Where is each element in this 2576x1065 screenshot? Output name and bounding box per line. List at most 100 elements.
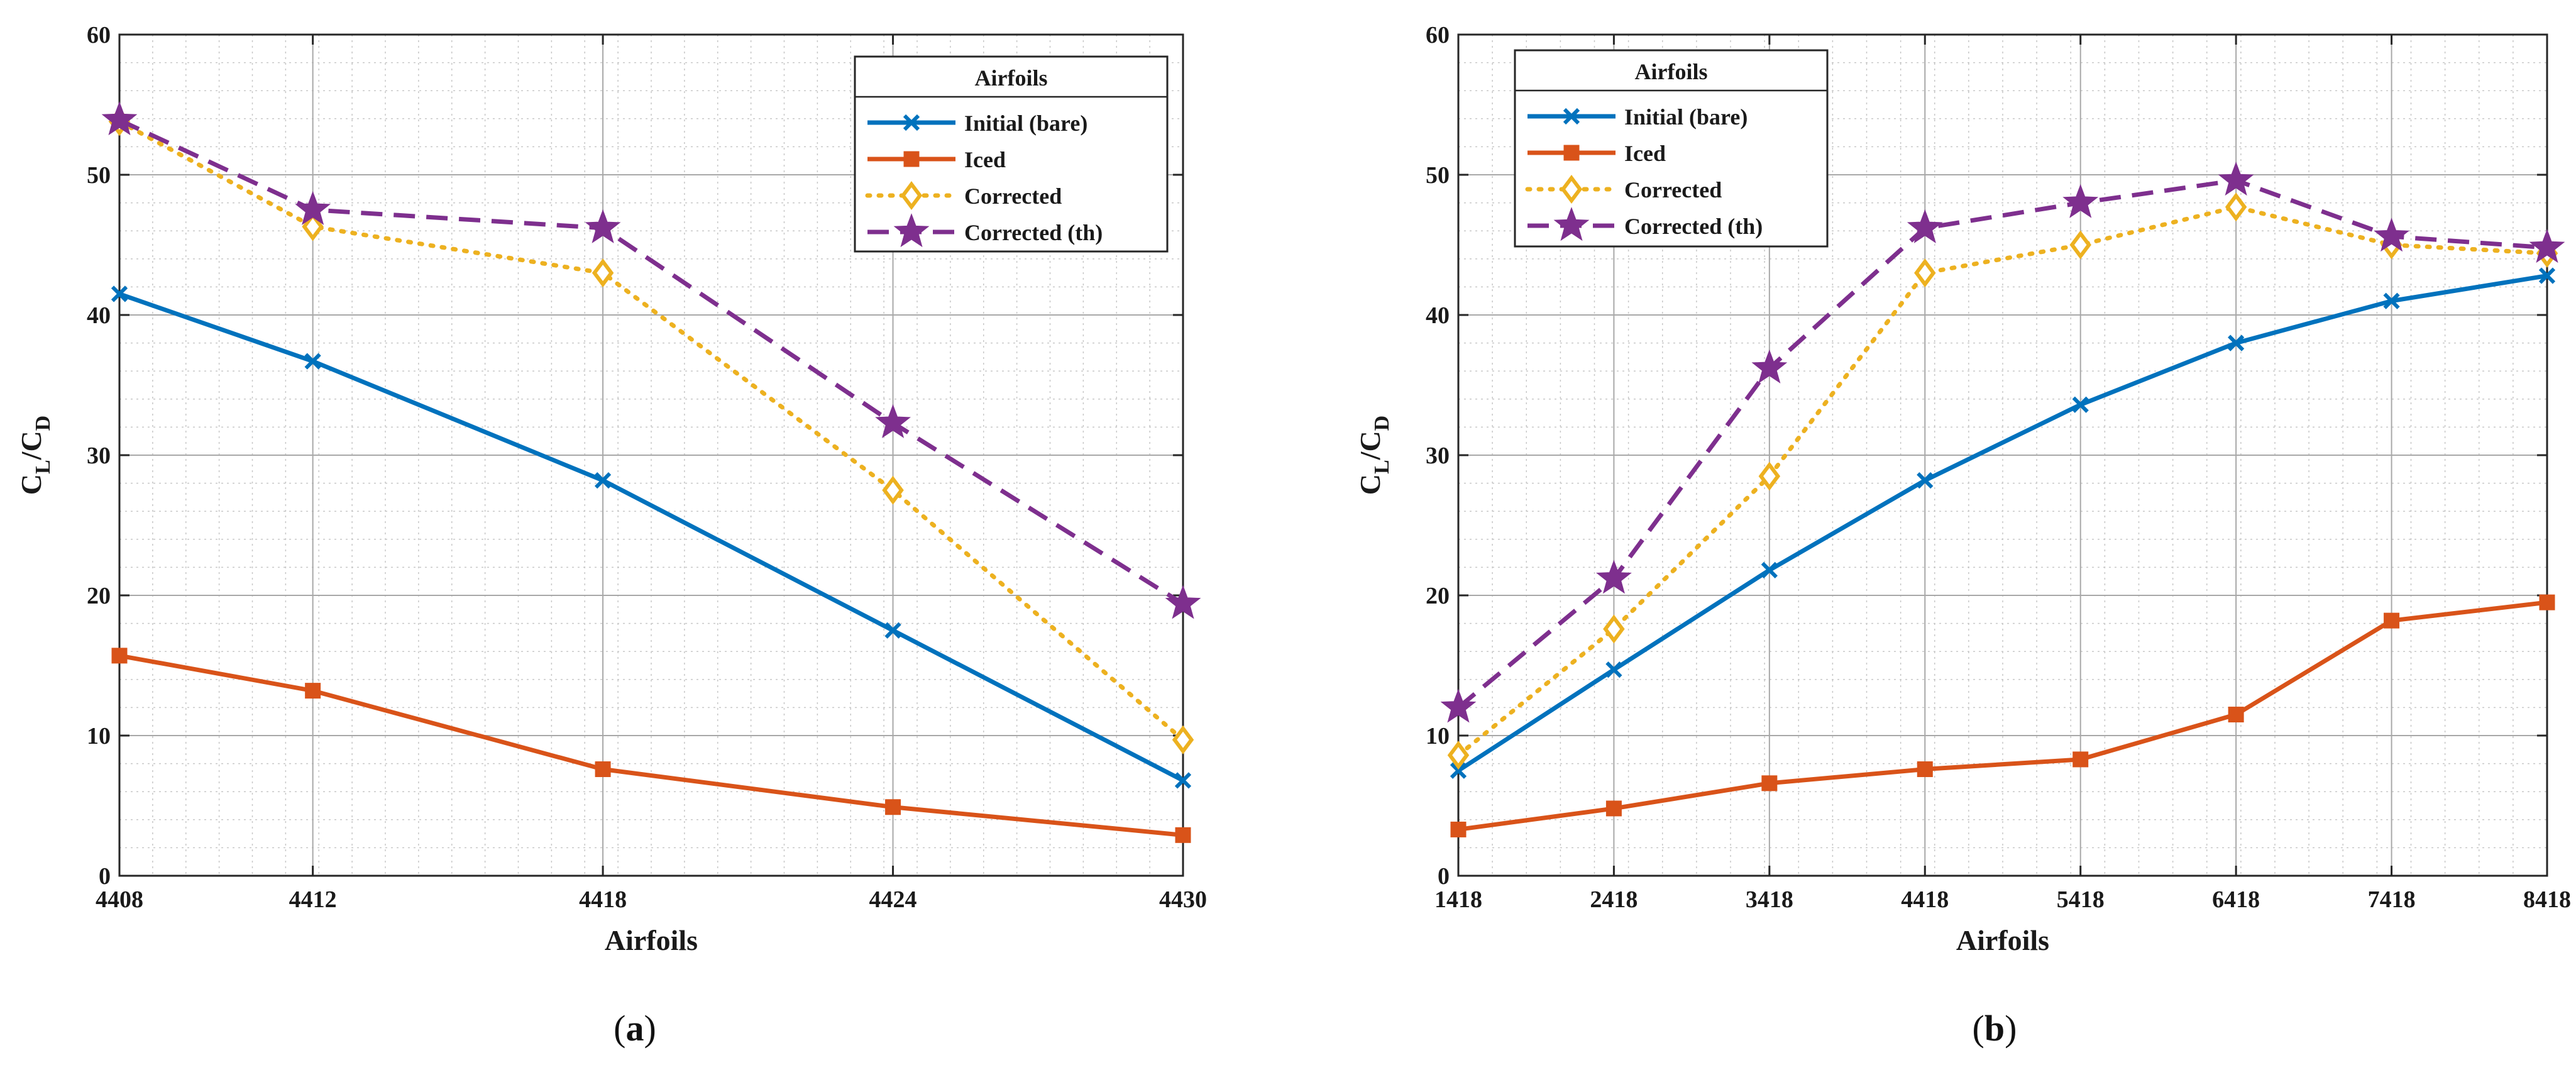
data-point bbox=[304, 353, 321, 370]
y-axis-title-part: C bbox=[1354, 474, 1386, 495]
legend-entry: Corrected (th) bbox=[1527, 207, 1763, 241]
data-point bbox=[1440, 688, 1477, 723]
series-initial-bare bbox=[1450, 267, 2556, 779]
legend-label: Iced bbox=[1624, 141, 1666, 166]
data-point bbox=[1761, 775, 1778, 792]
legend: Airfoils Initial (bare) Iced Corrected Corre… bbox=[1514, 49, 1829, 248]
data-point bbox=[2383, 292, 2400, 309]
x-tick-label: 4412 bbox=[289, 886, 337, 913]
data-point bbox=[111, 648, 128, 664]
data-point bbox=[111, 285, 128, 302]
data-point bbox=[1174, 772, 1192, 789]
y-axis-title-part: D bbox=[31, 416, 55, 431]
series-corrected-th bbox=[101, 101, 1201, 619]
data-point bbox=[1758, 461, 1781, 491]
data-point bbox=[1605, 661, 1622, 678]
legend-label: Iced bbox=[964, 147, 1006, 172]
legend-title: Airfoils bbox=[1635, 59, 1708, 84]
legend-title: Airfoils bbox=[975, 65, 1048, 91]
data-point bbox=[1596, 560, 1632, 594]
legend-label: Initial (bare) bbox=[1624, 104, 1748, 130]
legend-label: Corrected bbox=[964, 184, 1062, 209]
y-axis-title-part: L bbox=[31, 460, 55, 474]
data-point bbox=[1175, 827, 1191, 843]
data-point bbox=[1450, 762, 1467, 779]
legend-label: Corrected (th) bbox=[964, 220, 1103, 245]
panel-caption: (a) bbox=[614, 1008, 656, 1049]
legend-marker bbox=[1560, 175, 1583, 204]
y-axis-title-part: D bbox=[1370, 416, 1394, 431]
data-point bbox=[2072, 751, 2089, 768]
y-axis-title-part: / bbox=[1354, 451, 1386, 460]
data-point bbox=[2225, 192, 2247, 222]
x-tick-label: 4418 bbox=[579, 886, 627, 913]
series-line bbox=[1457, 273, 2548, 773]
legend-entry: Corrected bbox=[865, 181, 1062, 210]
data-point bbox=[595, 761, 611, 778]
data-point bbox=[1603, 614, 1625, 644]
y-tick-label: 40 bbox=[87, 302, 111, 329]
data-point bbox=[1450, 821, 1467, 837]
data-point bbox=[1447, 741, 1470, 770]
y-tick-label: 30 bbox=[1426, 443, 1450, 469]
data-point bbox=[2538, 267, 2556, 284]
data-point bbox=[302, 212, 324, 241]
caption-letter: b bbox=[1984, 1008, 2005, 1049]
data-point bbox=[2228, 334, 2245, 351]
legend-entry: Corrected (th) bbox=[867, 213, 1103, 248]
data-point bbox=[594, 472, 612, 489]
legend-label: Corrected (th) bbox=[1624, 214, 1763, 239]
data-point bbox=[585, 209, 621, 243]
legend-marker bbox=[1563, 145, 1580, 161]
x-tick-label: 4424 bbox=[869, 886, 917, 913]
caption-paren: ) bbox=[644, 1008, 656, 1049]
y-tick-label: 20 bbox=[1426, 583, 1450, 609]
caption-letter: a bbox=[626, 1008, 644, 1049]
series-iced bbox=[111, 648, 1191, 843]
data-point bbox=[882, 475, 904, 505]
y-axis-title-part: L bbox=[1370, 460, 1394, 474]
x-tick-label: 4418 bbox=[1901, 886, 1949, 913]
data-point bbox=[1917, 761, 1933, 778]
legend-entry: Corrected bbox=[1525, 175, 1722, 204]
x-axis-title: Airfoils bbox=[605, 924, 698, 956]
legend-entry: Iced bbox=[867, 147, 1006, 172]
data-point bbox=[295, 190, 331, 225]
data-point bbox=[592, 258, 614, 288]
series-line bbox=[1456, 204, 2550, 758]
data-point bbox=[1172, 725, 1194, 754]
data-point bbox=[1761, 561, 1778, 578]
y-tick-label: 40 bbox=[1426, 302, 1450, 329]
data-point bbox=[2539, 594, 2555, 610]
y-axis-title-part: C bbox=[15, 474, 47, 495]
legend-marker bbox=[1553, 207, 1590, 241]
panel-caption: (b) bbox=[1973, 1008, 2017, 1049]
y-tick-label: 10 bbox=[1426, 723, 1450, 749]
legend-marker bbox=[903, 151, 920, 167]
x-tick-label: 7418 bbox=[2368, 886, 2416, 913]
legend: Airfoils Initial (bare) Iced Corrected Corre… bbox=[854, 55, 1169, 253]
data-point bbox=[2228, 707, 2244, 723]
x-tick-label: 2418 bbox=[1590, 886, 1638, 913]
x-tick-label: 4408 bbox=[96, 886, 143, 913]
series-initial-bare bbox=[111, 285, 1192, 789]
data-point bbox=[1605, 800, 1622, 817]
series-line bbox=[1458, 600, 2548, 832]
series-corrected-th bbox=[1440, 162, 2565, 723]
y-axis-title-part: / bbox=[15, 451, 47, 460]
data-point bbox=[2072, 396, 2089, 413]
data-point bbox=[1907, 209, 1943, 243]
data-point bbox=[2529, 229, 2565, 263]
data-point bbox=[2218, 162, 2254, 196]
x-tick-label: 4430 bbox=[1159, 886, 1207, 913]
legend-marker bbox=[1563, 108, 1580, 125]
y-tick-label: 60 bbox=[87, 22, 111, 48]
data-point bbox=[875, 404, 911, 438]
caption-paren: ( bbox=[614, 1008, 625, 1049]
caption-paren: ) bbox=[2005, 1008, 2017, 1049]
y-tick-label: 50 bbox=[87, 162, 111, 189]
caption-paren: ( bbox=[1973, 1008, 1984, 1049]
y-tick-label: 0 bbox=[1438, 863, 1450, 890]
legend-entry: Iced bbox=[1527, 141, 1666, 166]
